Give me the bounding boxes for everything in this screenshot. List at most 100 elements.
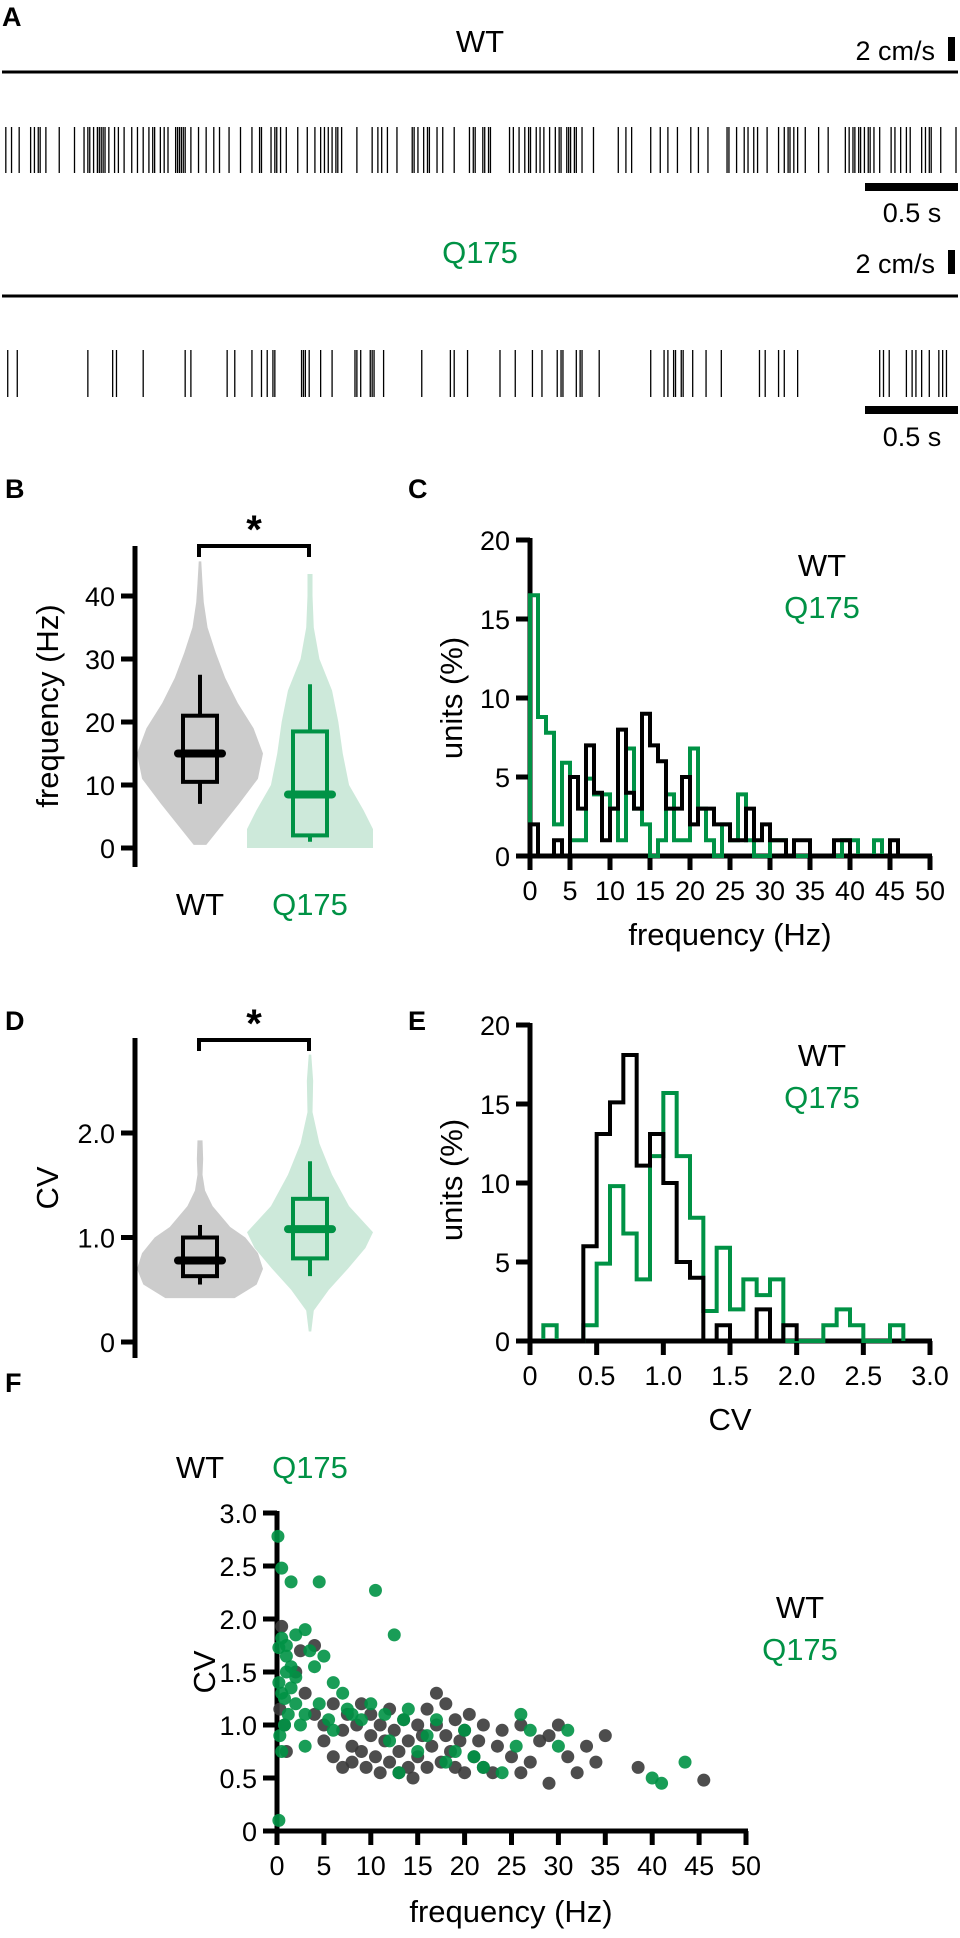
significance-bracket [197,544,311,557]
scatter-point-q175 [279,1639,293,1652]
scatter-point-wt [368,1750,382,1764]
scatter-point-wt [448,1713,462,1727]
histogram-q175 [528,593,890,858]
scatter-point-q175 [289,1670,303,1684]
scatter-point-wt [383,1755,397,1769]
scatter-x-tick-label: 25 [496,1851,526,1881]
histC-x-tick-label: 30 [755,876,785,906]
scatter-point-wt [429,1686,443,1700]
scatter-point-q175 [303,1644,317,1658]
scatter-point-q175 [289,1697,303,1711]
scatter-point-q175 [312,1575,326,1589]
box-wt [181,713,219,784]
scatter-x-tick-label: 40 [637,1851,667,1881]
histC-x-tick-label: 25 [715,876,745,906]
scatter-point-wt [514,1766,528,1780]
histC-y-tick-label: 5 [495,763,510,793]
scatter-point-q175 [509,1739,523,1753]
significance-asterisk: * [246,508,262,552]
scatter-point-wt [359,1760,373,1774]
histC-x-tick-label: 5 [562,876,577,906]
raster-title-wt: WT [456,24,504,59]
y-axis-label-d: CV [30,1166,65,1209]
scatter-point-wt [523,1755,537,1769]
legend-wt-c: WT [798,548,846,583]
scatter-point-q175 [293,1718,307,1732]
scatter-x-tick-label: 20 [450,1851,480,1881]
spike-raster-q175 [7,350,948,397]
time-scale-label-q175: 0.5 s [883,422,942,452]
histogram-wt [528,711,900,858]
scatter-point-q175 [326,1676,340,1690]
scatter-point-wt [462,1707,476,1721]
scatter-point-q175 [271,1529,285,1543]
scatter-point-wt [589,1755,603,1769]
scatter-x-tick-label: 45 [684,1851,714,1881]
scatter-point-q175 [458,1723,472,1737]
legend-wt-f: WT [776,1590,824,1625]
scatter-point-wt [401,1734,415,1748]
scatter-point-q175 [281,1707,295,1721]
scatter-point-wt [411,1718,425,1732]
time-scale-label-wt: 0.5 s [883,198,942,228]
scatter-point-wt [598,1729,612,1743]
x-axis-label-f: frequency (Hz) [409,1894,612,1929]
violinD-y-tick-label: 1.0 [77,1224,115,1254]
legend-q175-f: Q175 [762,1632,838,1667]
histE-y-tick-label: 15 [480,1090,510,1120]
scatter-x-tick-label: 30 [543,1851,573,1881]
scatter-point-wt [275,1619,289,1633]
scatter-x-tick-label: 35 [590,1851,620,1881]
scatter-y-tick-label: 0 [242,1817,257,1847]
histC-x-tick-label: 35 [795,876,825,906]
violinB-y-tick-label: 40 [85,582,115,612]
histC-x-tick-label: 40 [835,876,865,906]
scatter-point-q175 [448,1745,462,1758]
panel-label-f: F [5,1368,22,1398]
scatter-x-tick-label: 5 [316,1851,331,1881]
histE-x-tick-label: 3.0 [911,1361,949,1391]
scatter-y-tick-label: 2.0 [219,1605,257,1635]
legend-q175-c: Q175 [784,590,860,625]
scatter-point-wt [570,1766,584,1780]
scatter-point-wt [439,1729,453,1743]
scatter-point-wt [298,1686,312,1700]
speed-scale-bar-wt [948,37,955,61]
scatter-point-q175 [387,1628,401,1642]
scatter-point-wt [345,1755,359,1769]
y-axis-label-c: units (%) [434,637,469,759]
histE-y-tick-label: 5 [495,1248,510,1278]
histE-x-tick-label: 1.5 [711,1361,749,1391]
scatter-point-q175 [551,1739,565,1753]
scatter-point-wt [406,1771,420,1785]
violin-plot-cv: 0 1.0 2.0 * [77,1002,373,1358]
scatter-point-q175 [275,1561,289,1575]
scatter-point-q175 [326,1723,340,1737]
scatter-point-q175 [298,1623,312,1637]
scatter-point-q175 [561,1723,575,1737]
scatter-point-wt [317,1734,331,1748]
histC-x-tick-label: 15 [635,876,665,906]
histC-x-tick-label: 50 [915,876,945,906]
histC-y-tick-label: 15 [480,605,510,635]
histE-x-tick-label: 2.0 [778,1361,816,1391]
scatter-point-wt [542,1729,556,1743]
scatter-point-q175 [397,1713,411,1727]
scatter-point-wt [420,1760,434,1774]
scatter-point-q175 [298,1707,312,1721]
scatter-point-q175 [495,1766,509,1780]
histogram-q175 [530,1090,906,1343]
panel-label-b: B [5,474,25,504]
scatter-point-wt [495,1723,509,1737]
scatter-point-wt [354,1697,368,1711]
scatter-point-q175 [401,1702,415,1716]
histE-y-tick-label: 0 [495,1327,510,1357]
scatter-point-wt [354,1745,368,1758]
box-q175 [291,729,329,838]
scatter-point-q175 [354,1713,368,1727]
time-scale-bar-q175 [865,406,958,414]
scatter-point-wt [392,1745,406,1758]
scatter-point-wt [326,1697,340,1711]
